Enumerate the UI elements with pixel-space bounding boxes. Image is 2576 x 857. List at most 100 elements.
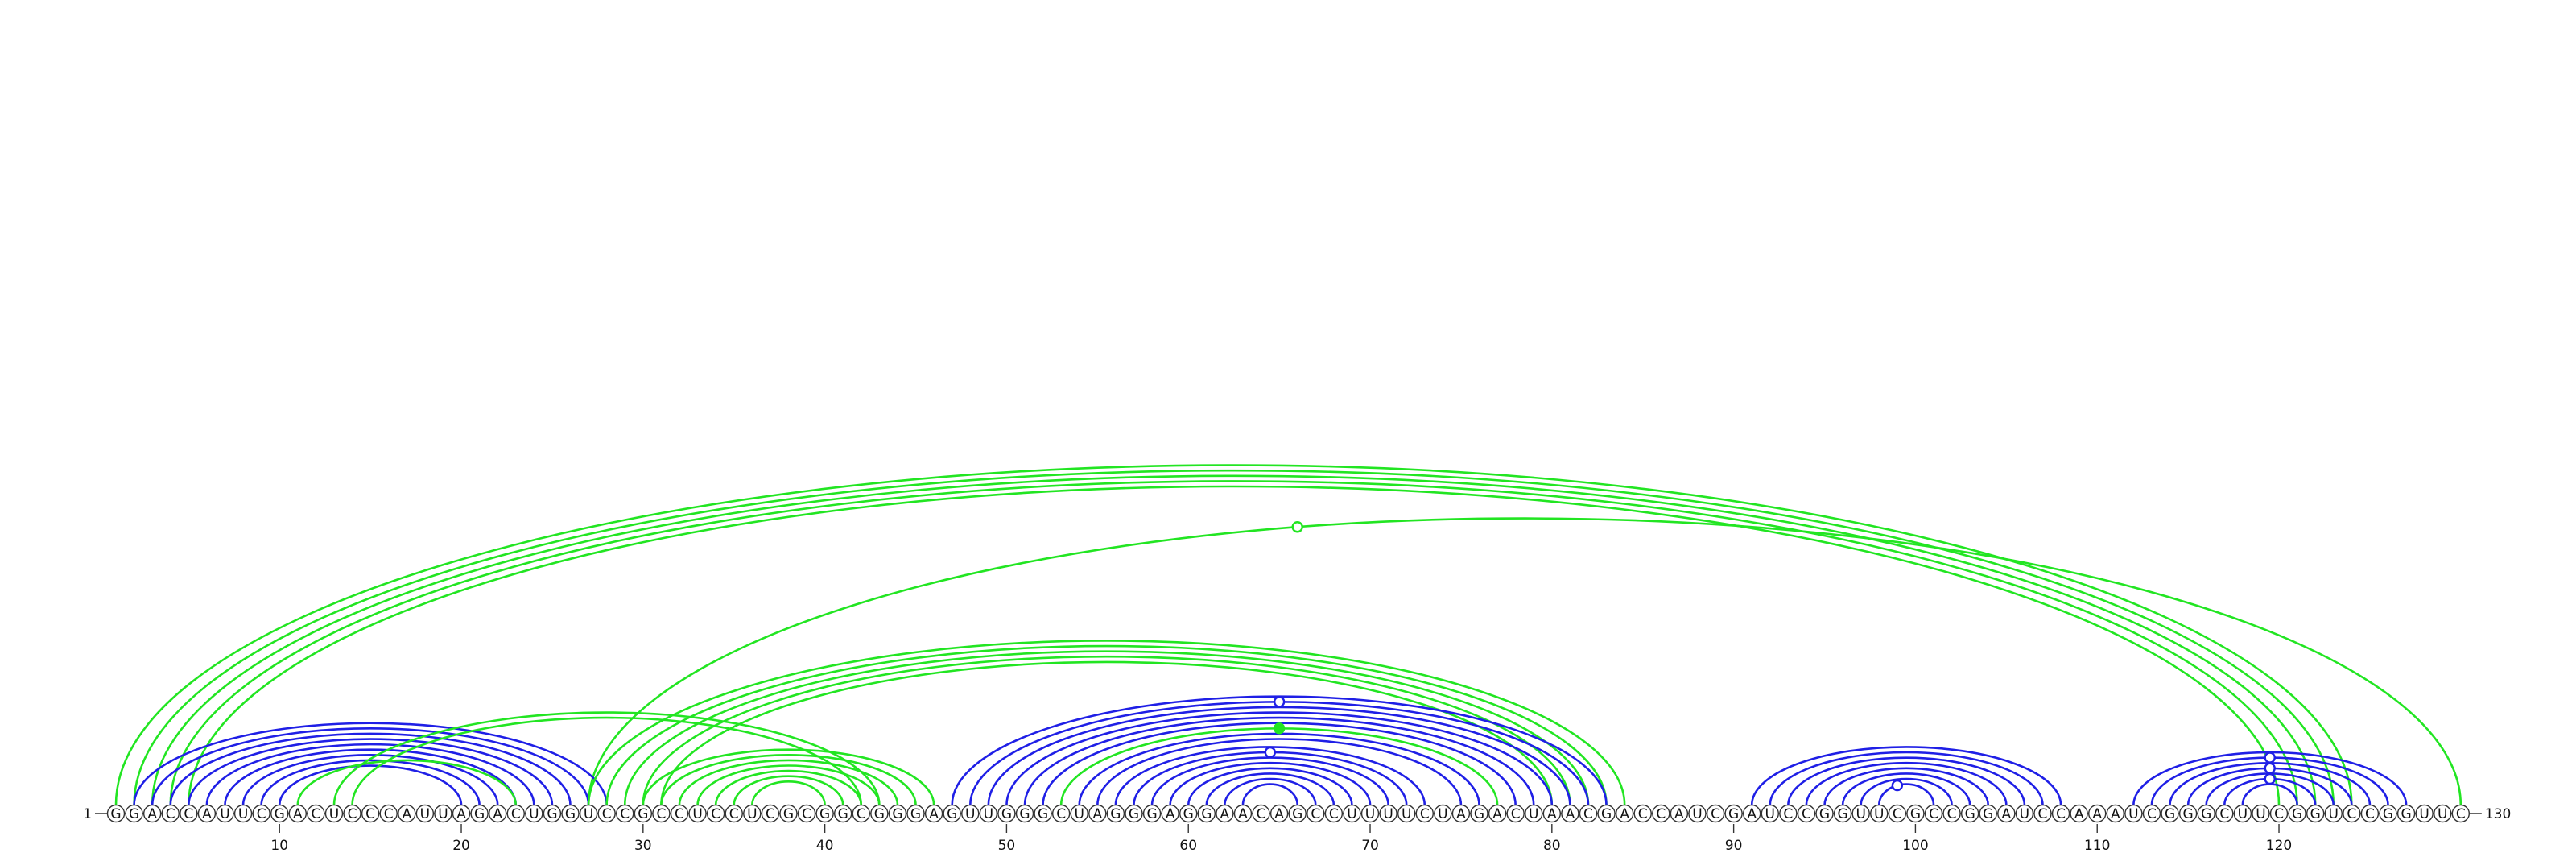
nucleotide-circle xyxy=(361,804,380,823)
nucleotide: U xyxy=(1070,804,1088,823)
nucleotide-letter: C xyxy=(766,806,775,822)
nucleotide-letter: U xyxy=(1874,806,1884,822)
nucleotide-circle xyxy=(1307,804,1325,823)
nucleotide-circle xyxy=(2161,804,2179,823)
nucleotide-letter: C xyxy=(348,806,357,822)
nucleotide-letter: U xyxy=(1347,806,1356,822)
nucleotide-circle xyxy=(2451,804,2471,823)
nucleotide: G xyxy=(543,804,562,823)
nucleotide-letter: G xyxy=(910,806,921,822)
arc-marker-8 xyxy=(2264,772,2276,785)
nucleotide-letter: A xyxy=(493,806,502,822)
nucleotide-circle xyxy=(1924,804,1943,823)
nucleotide-letter: G xyxy=(1292,806,1302,822)
nucleotide-circle xyxy=(1761,804,1779,823)
nucleotide: U xyxy=(1397,804,1416,823)
arc-1-124 xyxy=(114,464,2353,805)
nucleotide-circle xyxy=(1233,804,1253,823)
nucleotide-letter: G xyxy=(1183,806,1194,822)
nucleotide-circle xyxy=(125,804,143,823)
nucleotide-circle xyxy=(1652,804,1670,823)
nucleotide-circle xyxy=(270,804,289,823)
nucleotide-letter: G xyxy=(1819,806,1830,822)
nucleotide-circle xyxy=(233,804,253,823)
nucleotide: A xyxy=(924,804,943,823)
nucleotide-circle xyxy=(2033,804,2052,823)
nucleotide-letter: G xyxy=(874,806,885,822)
nucleotide: U xyxy=(961,804,980,823)
nucleotide: A xyxy=(1269,804,1289,823)
nucleotide: G xyxy=(2379,804,2397,823)
axis-tick-label: 20 xyxy=(452,838,470,854)
nucleotide-letter: G xyxy=(838,806,848,822)
nucleotide-letter: U xyxy=(965,806,975,822)
nucleotide-circle xyxy=(1197,804,1216,823)
nucleotide-circle xyxy=(2142,804,2161,823)
nucleotide-letter: G xyxy=(2401,806,2411,822)
nucleotide-circle xyxy=(1779,804,1798,823)
nucleotide-circle xyxy=(1415,804,1434,823)
nucleotide-letter: G xyxy=(474,806,485,822)
arc-4-26 xyxy=(169,732,572,805)
nucleotide-letter: C xyxy=(384,806,394,822)
arc-32-44 xyxy=(678,759,899,805)
nucleotide: C xyxy=(2142,804,2161,823)
nucleotide-letter: A xyxy=(1092,806,1102,822)
arc-marker-3 xyxy=(1273,722,1286,735)
nucleotide-circle xyxy=(579,804,598,823)
nucleotide: U xyxy=(1761,804,1779,823)
nucleotide: G xyxy=(2288,804,2306,823)
arc-marker-1 xyxy=(1291,521,1303,533)
nucleotide-letter: A xyxy=(1747,806,1757,822)
nucleotide-circle xyxy=(398,804,416,823)
nucleotide: C xyxy=(180,804,198,823)
nucleotide: G xyxy=(1724,804,1743,823)
nucleotide: C xyxy=(1506,804,1525,823)
nucleotide-letter: A xyxy=(1547,806,1557,822)
axis-tick-label: 80 xyxy=(1543,838,1561,854)
arc-10-20 xyxy=(278,764,463,805)
arc-94-105 xyxy=(1805,761,2008,805)
nucleotide-letter: C xyxy=(184,806,193,822)
nucleotide-circle xyxy=(852,804,870,823)
arc-30-46 xyxy=(642,748,935,805)
nucleotide-circle xyxy=(616,804,634,823)
nucleotide: C xyxy=(2451,804,2471,823)
nucleotide-circle xyxy=(1106,804,1125,823)
nucleotide-letter: G xyxy=(638,806,648,822)
nucleotide-circle xyxy=(415,804,435,823)
arc-118-121 xyxy=(2241,783,2298,805)
nucleotide: C xyxy=(2360,804,2380,823)
nucleotide-circle xyxy=(815,804,834,823)
nucleotide-letter: G xyxy=(1146,806,1157,822)
nucleotide: A xyxy=(1742,804,1761,823)
nucleotide-circle xyxy=(1434,804,1452,823)
nucleotide-circle xyxy=(1906,804,1925,823)
nucleotide-letter: C xyxy=(675,806,684,822)
arc-61-68 xyxy=(1205,772,1335,805)
arc-49-81 xyxy=(987,706,1571,805)
nucleotide-circle xyxy=(2178,804,2198,823)
nucleotide: C xyxy=(1415,804,1434,823)
nucleotide: U xyxy=(415,804,435,823)
nucleotide: A xyxy=(2106,804,2125,823)
nucleotide-letter: G xyxy=(1201,806,1212,822)
nucleotide-circle xyxy=(488,804,507,823)
nucleotide-letter: G xyxy=(1965,806,1975,822)
nucleotide-letter: C xyxy=(2147,806,2157,822)
nucleotide-letter: C xyxy=(2274,806,2284,822)
nucleotide-letter: U xyxy=(238,806,248,822)
nucleotide: U xyxy=(525,804,543,823)
arc-27-84 xyxy=(587,640,1626,805)
nucleotide-circle xyxy=(706,804,725,823)
nucleotide-letter: A xyxy=(1674,806,1684,822)
arc-50-80 xyxy=(1005,711,1554,805)
nucleotide-letter: G xyxy=(1129,806,1139,822)
nucleotide-letter: G xyxy=(129,806,139,822)
nucleotide-circle xyxy=(1561,804,1579,823)
nucleotide-circle xyxy=(1742,804,1761,823)
nucleotide-letter: A xyxy=(1566,806,1575,822)
nucleotide: A xyxy=(1088,804,1107,823)
nucleotide-circle xyxy=(1269,804,1289,823)
